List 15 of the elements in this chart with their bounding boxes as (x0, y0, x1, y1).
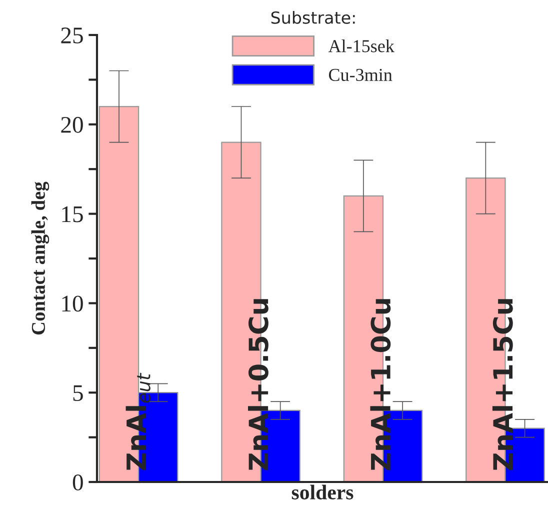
y-tick-label: 5 (73, 385, 83, 402)
x-tick-label: ZnAl+1.0Cu (370, 299, 391, 470)
x-tick-label: ZnAl$_{eut}$ (126, 372, 150, 470)
legend-label: Al-15sek (328, 40, 394, 52)
y-tick-label: 10 (62, 296, 83, 312)
x-tick-label: ZnAl+0.5Cu (248, 299, 268, 470)
y-tick-label: 20 (61, 116, 83, 133)
x-axis-title: solders (292, 484, 354, 500)
legend-title: Substrate: (271, 11, 355, 24)
y-tick-label: 25 (61, 28, 83, 44)
x-tick-label: ZnAl+1.5Cu (492, 299, 513, 470)
y-tick-label: 0 (72, 474, 83, 490)
y-axis-title: Contact angle, deg (31, 182, 50, 335)
legend-label: Cu-3min (328, 68, 392, 82)
y-tick-label: 15 (62, 206, 83, 222)
